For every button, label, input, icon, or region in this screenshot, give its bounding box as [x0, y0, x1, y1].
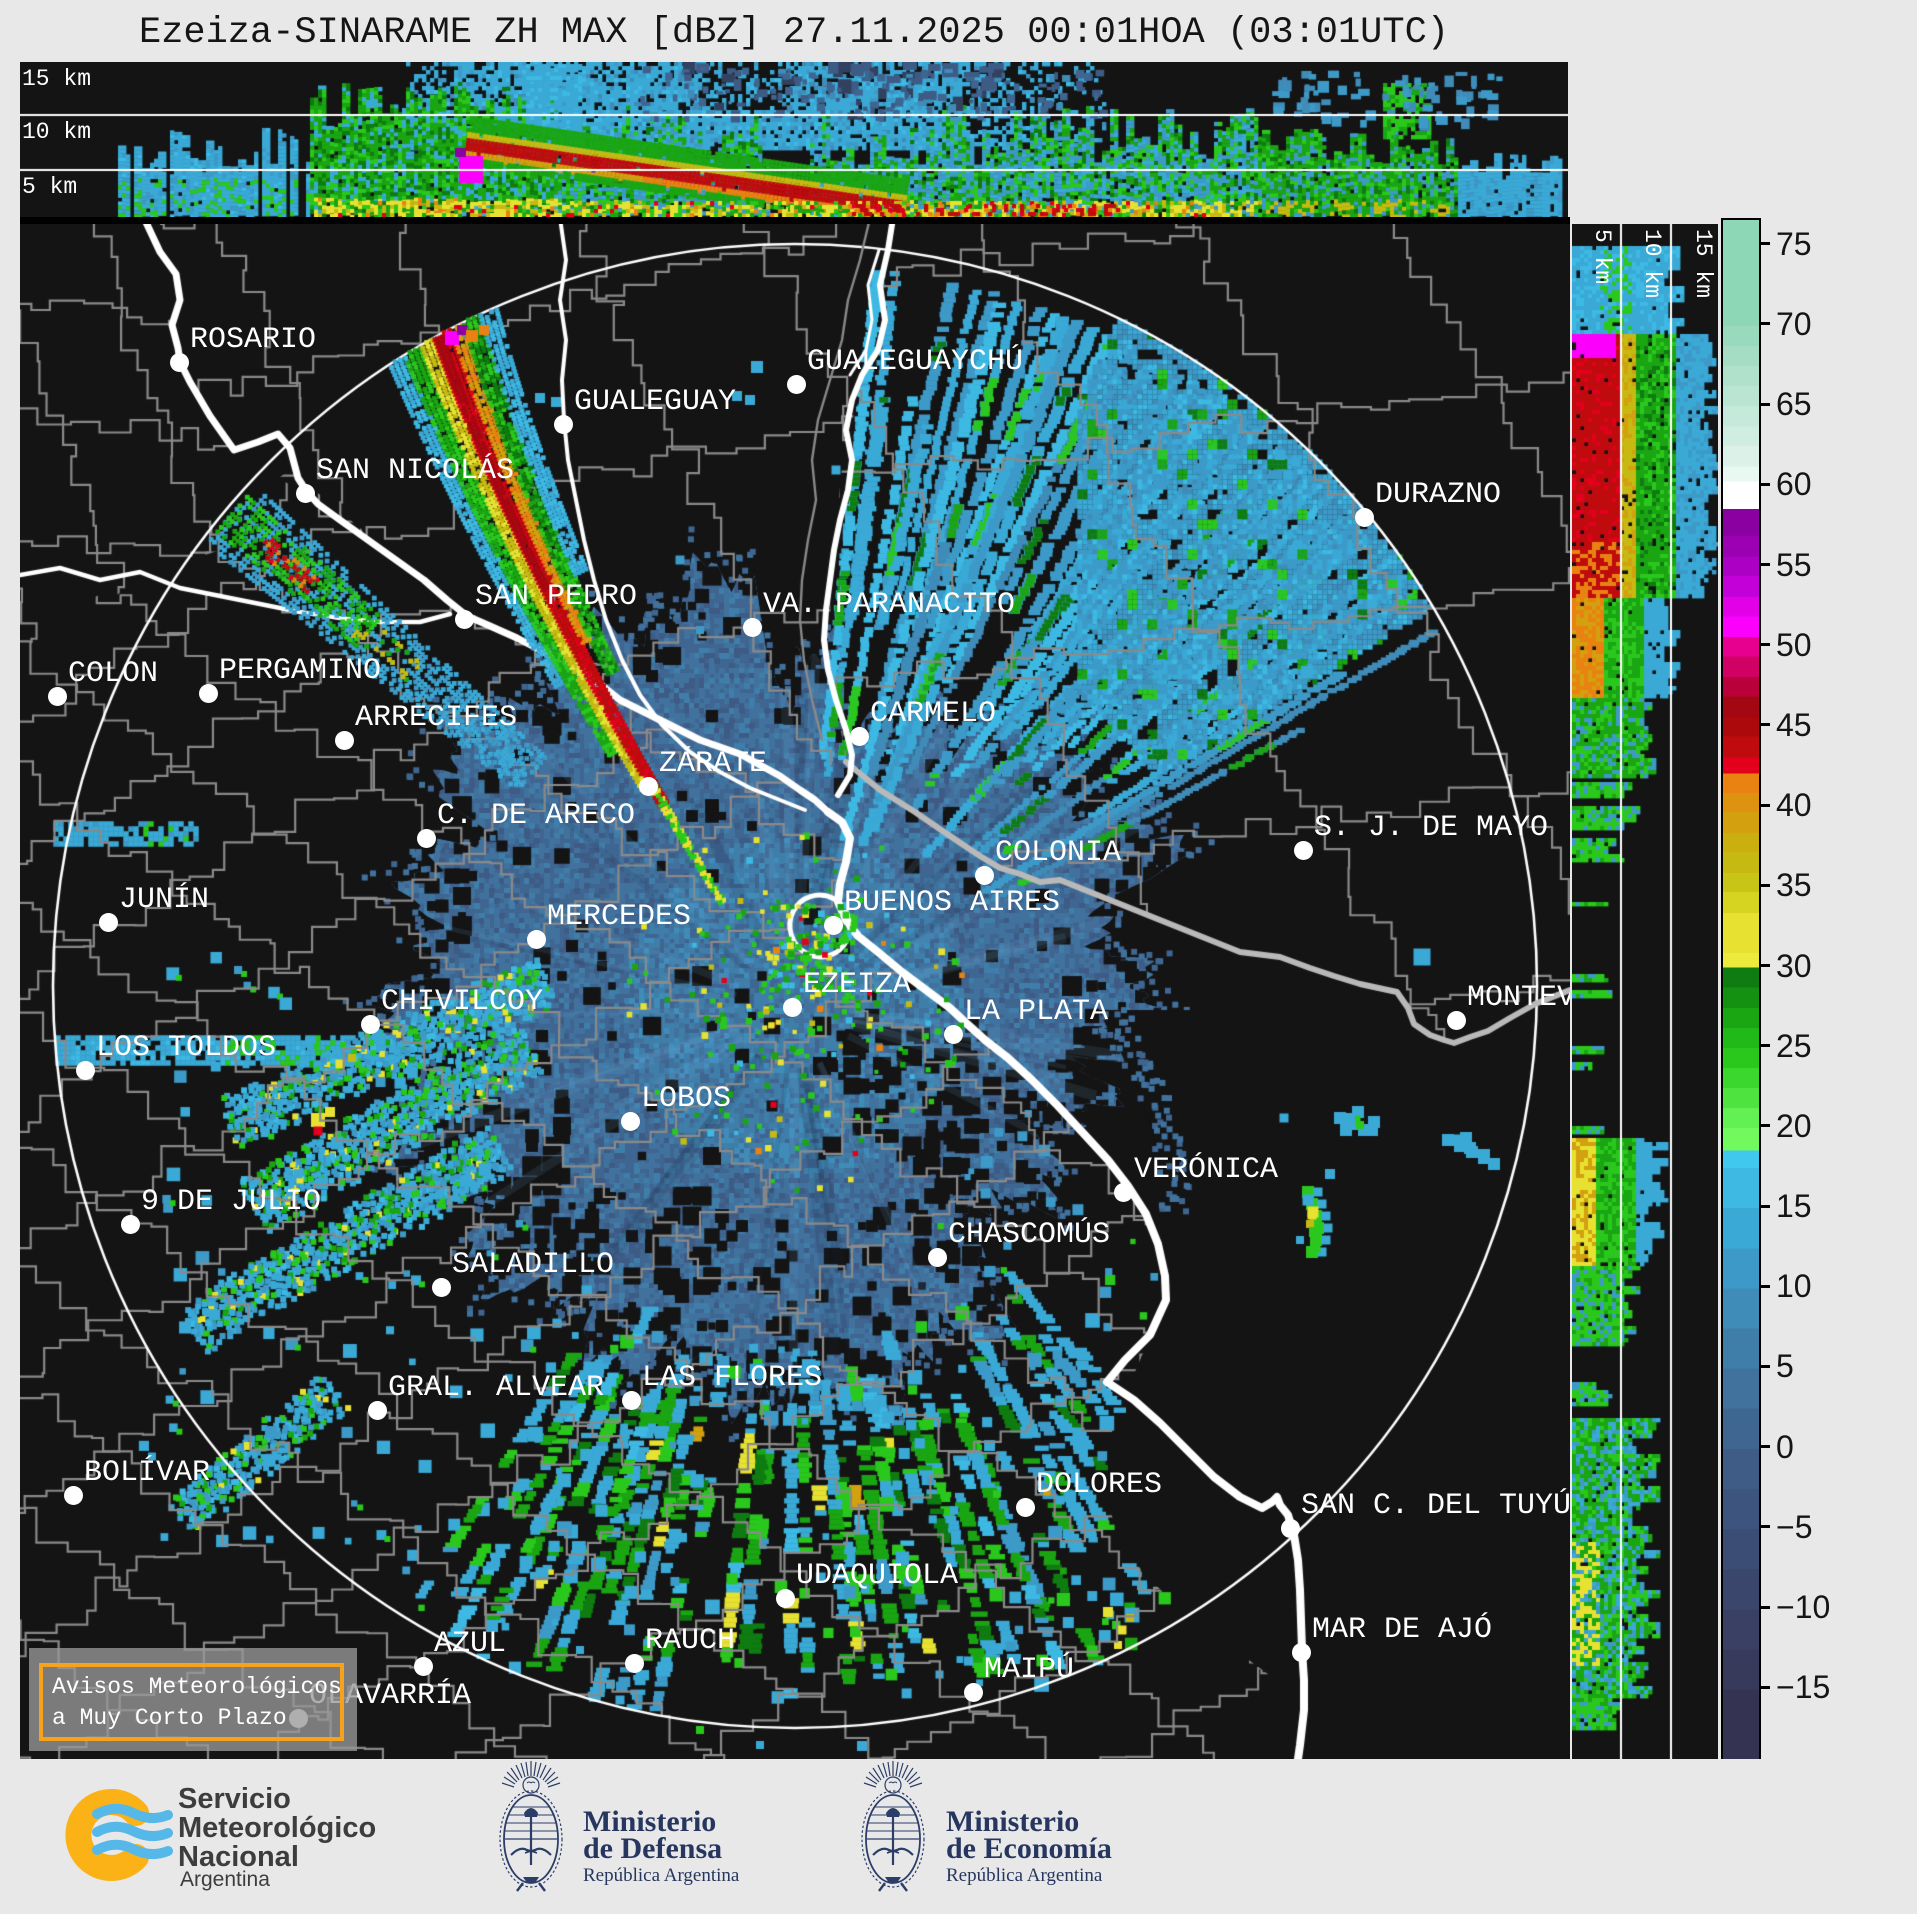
svg-text:de Economía: de Economía [946, 1832, 1112, 1865]
svg-text:Servicio: Servicio [178, 1783, 291, 1815]
svg-text:Meteorológico: Meteorológico [178, 1812, 376, 1844]
svg-text:Ministerio: Ministerio [583, 1805, 716, 1838]
svg-text:República Argentina: República Argentina [946, 1865, 1103, 1886]
svg-text:Argentina: Argentina [180, 1868, 270, 1891]
svg-text:Ministerio: Ministerio [946, 1805, 1079, 1838]
svg-text:Nacional: Nacional [178, 1841, 299, 1873]
svg-text:de Defensa: de Defensa [583, 1832, 722, 1865]
svg-text:República Argentina: República Argentina [583, 1865, 740, 1886]
